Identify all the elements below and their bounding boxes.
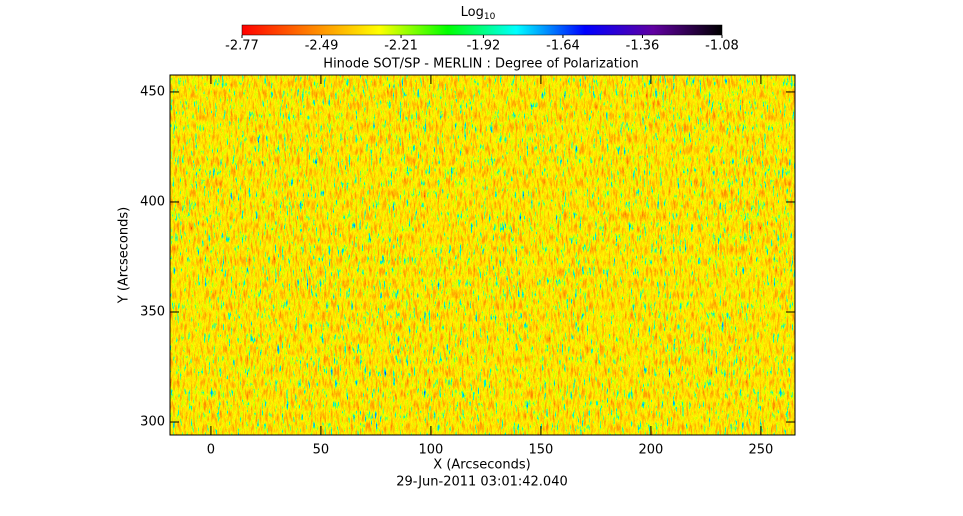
- colorbar-tick-label: -1.92: [467, 39, 501, 54]
- x-tick-label: 200: [638, 443, 663, 458]
- x-tick-label: 150: [528, 443, 553, 458]
- x-tick-label: 50: [313, 443, 330, 458]
- y-axis-label: Y (Arcseconds): [117, 207, 132, 304]
- plot-frame: [169, 74, 796, 436]
- footer-date: 29-Jun-2011 03:01:42.040: [396, 475, 568, 490]
- colorbar-tick-label: -1.36: [626, 39, 660, 54]
- x-tick-label: 100: [418, 443, 443, 458]
- colorbar: [241, 24, 723, 36]
- colorbar-tick-label: -2.49: [305, 39, 339, 54]
- x-axis-label: X (Arcseconds): [433, 458, 530, 473]
- y-tick-label: 350: [140, 304, 165, 319]
- colorbar-tick-label: -2.77: [225, 39, 259, 54]
- y-tick-label: 300: [140, 415, 165, 430]
- colorbar-tick-label: -1.08: [705, 39, 739, 54]
- colorbar-tick-label: -1.64: [546, 39, 580, 54]
- chart-title: Hinode SOT/SP - MERLIN : Degree of Polar…: [323, 57, 638, 72]
- colorbar-tick-label: -2.21: [384, 39, 418, 54]
- polarization-map: [170, 75, 795, 435]
- y-tick-label: 400: [140, 194, 165, 209]
- x-tick-label: 250: [748, 443, 773, 458]
- y-tick-label: 450: [140, 84, 165, 99]
- x-tick-label: 0: [207, 443, 215, 458]
- colorbar-label: Log10: [461, 5, 496, 22]
